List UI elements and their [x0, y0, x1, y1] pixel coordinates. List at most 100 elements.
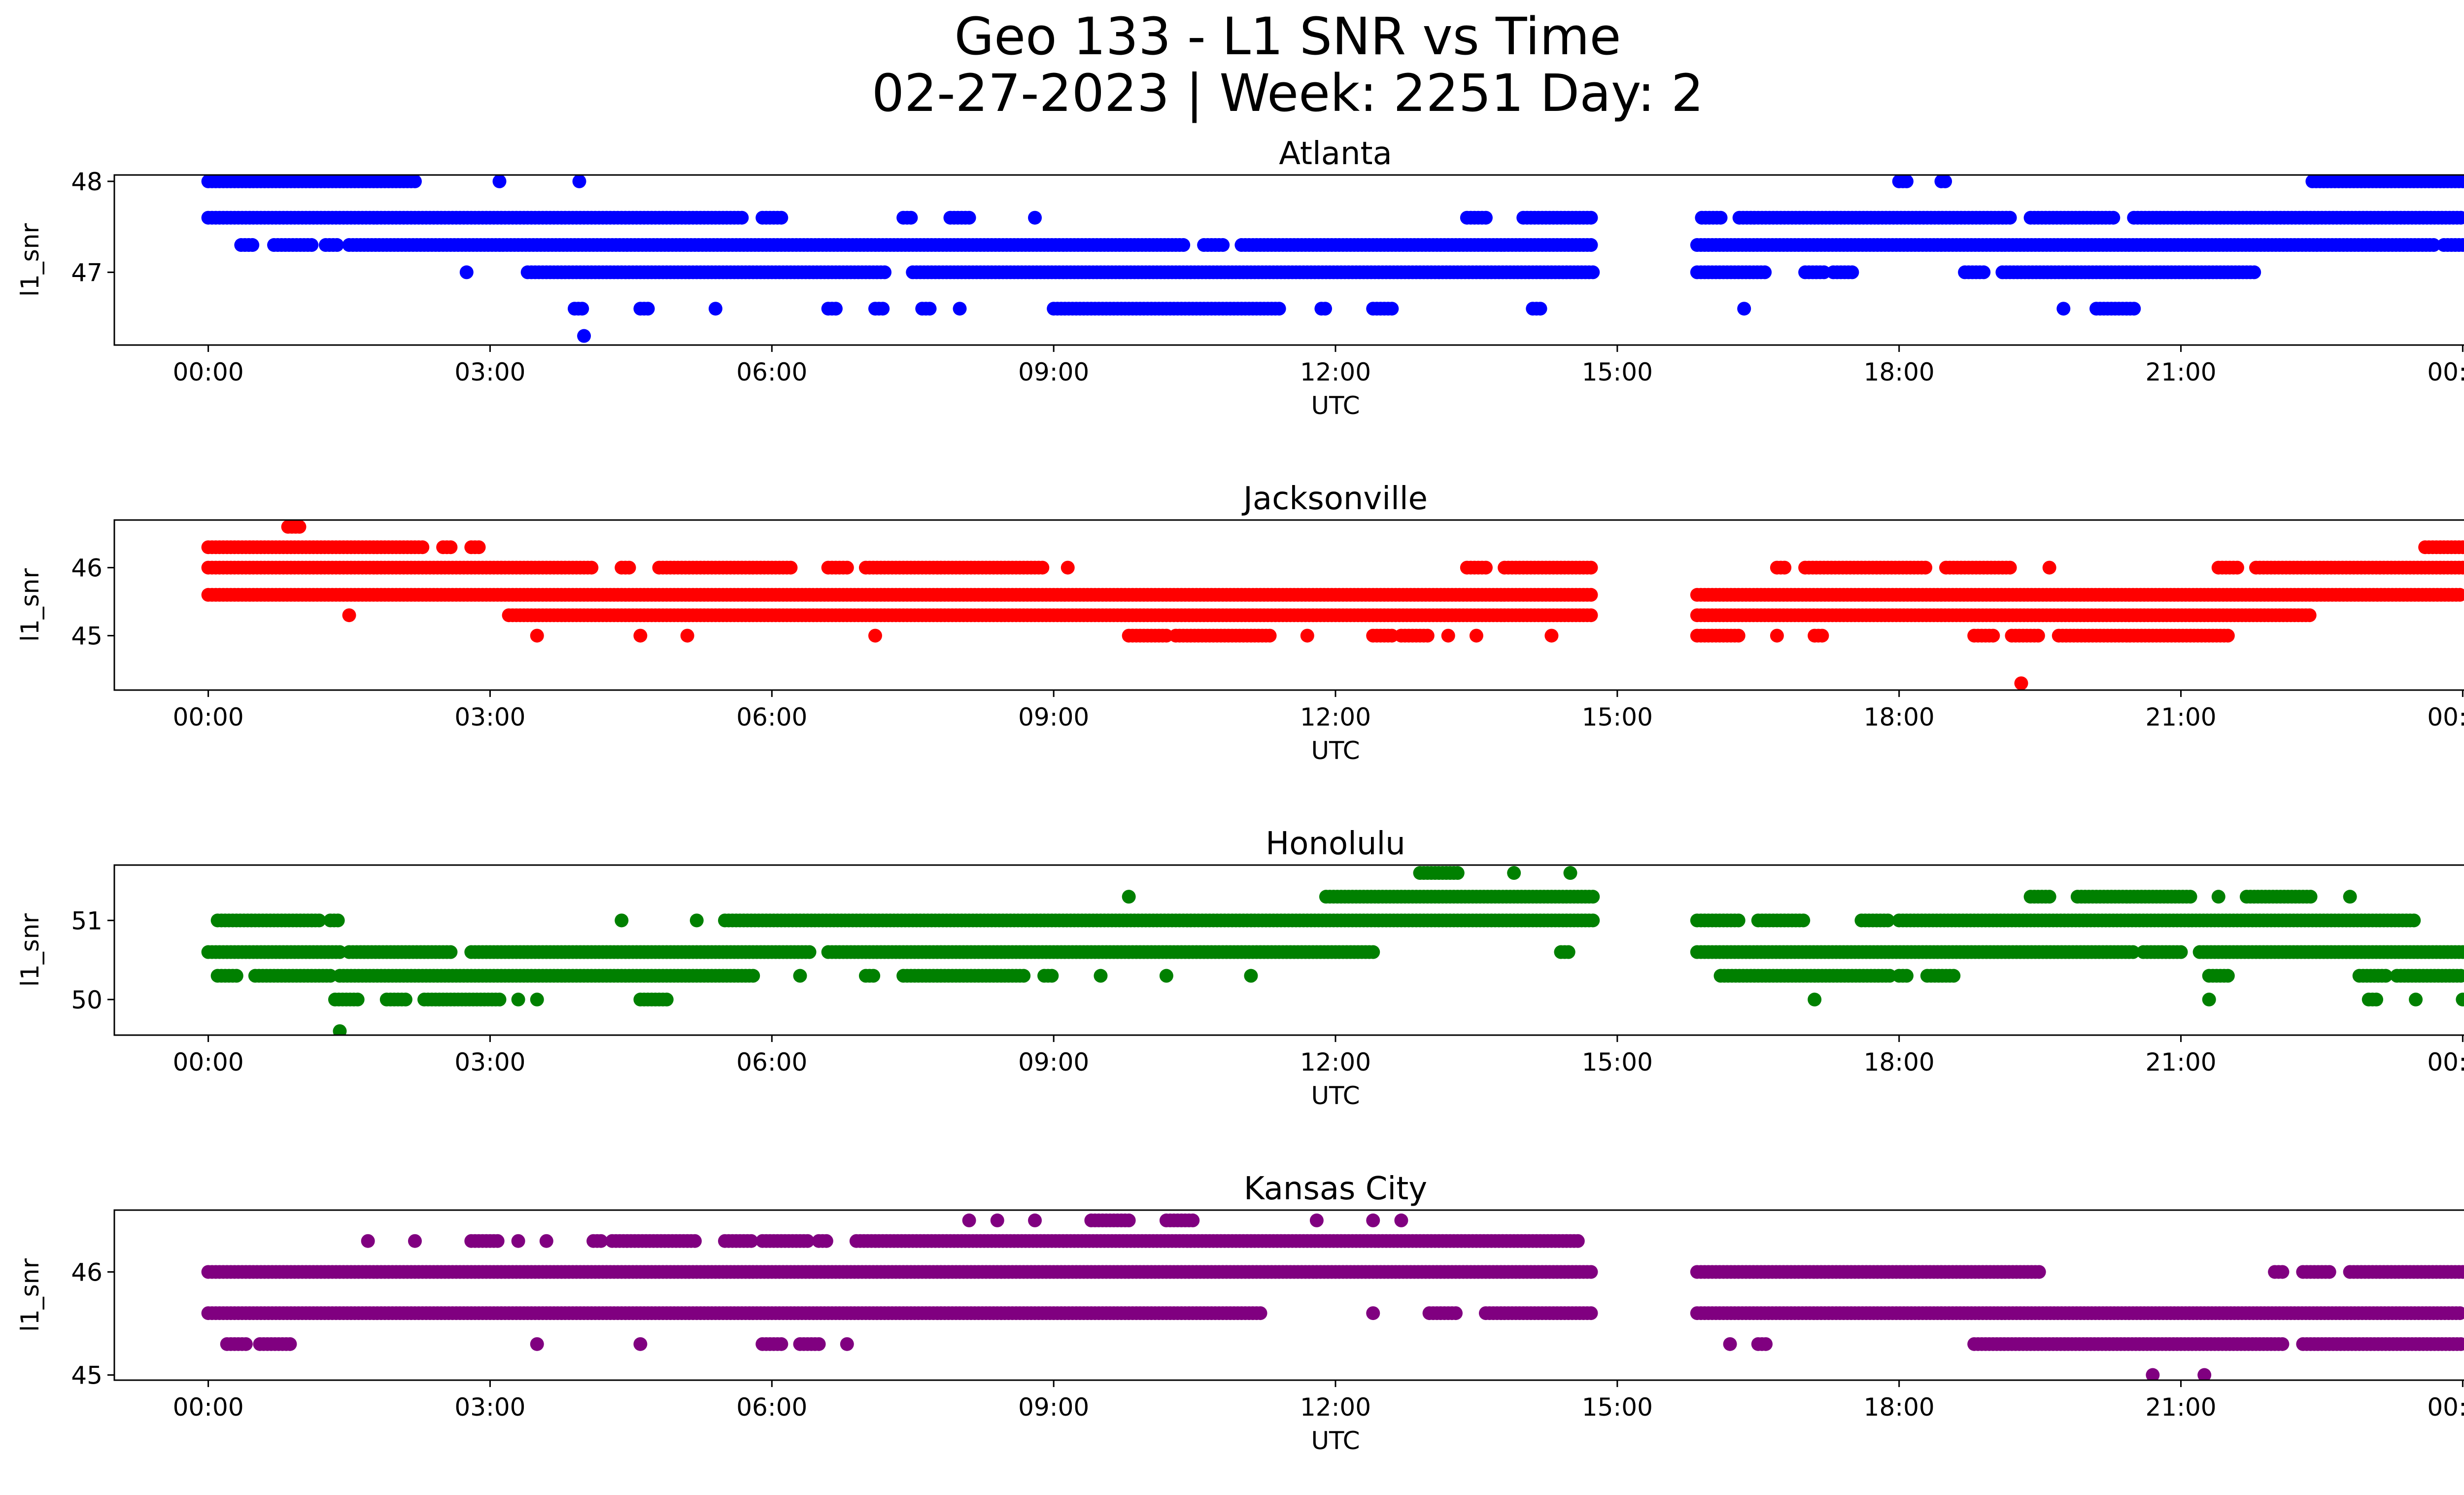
data-point: [1469, 628, 1483, 643]
data-point: [398, 992, 412, 1007]
data-point: [2174, 945, 2188, 959]
y-tick-label: 48: [71, 168, 103, 196]
data-point: [868, 628, 882, 643]
data-point: [245, 238, 260, 252]
x-tick-label: 00:00: [173, 358, 244, 386]
data-point: [793, 969, 807, 983]
data-point: [2003, 560, 2017, 575]
x-tick-label: 03:00: [454, 703, 525, 731]
data-point: [331, 913, 345, 928]
data-point: [708, 302, 722, 316]
y-tick-label: 45: [71, 622, 103, 651]
data-point: [744, 1234, 758, 1248]
data-point: [876, 302, 890, 316]
subplot-panels: Atlanta 00:00 03:00 06:00 09:00 12:00 15:00 18:…: [16, 136, 2464, 1455]
data-point: [1544, 628, 1559, 643]
x-tick-label: 00:00: [2427, 1048, 2464, 1077]
data-point: [2427, 238, 2441, 252]
x-tick-label: 00:00: [173, 703, 244, 731]
data-point: [1507, 866, 1521, 880]
x-tick-label: 18:00: [1864, 1048, 1935, 1077]
scatter-points: [201, 520, 2464, 690]
data-point: [2042, 560, 2056, 575]
data-point: [1300, 628, 1314, 643]
data-point: [1441, 628, 1455, 643]
data-point: [292, 520, 307, 534]
data-point: [594, 1234, 608, 1248]
x-tick-label: 09:00: [1018, 1048, 1089, 1077]
x-tick-label: 15:00: [1582, 1048, 1653, 1077]
data-point: [1571, 1234, 1585, 1248]
data-point: [408, 1234, 422, 1248]
data-point: [784, 560, 798, 575]
data-point: [680, 628, 694, 643]
x-tick-label: 18:00: [1864, 703, 1935, 731]
data-point: [878, 265, 892, 279]
data-point: [511, 1234, 525, 1248]
data-point: [408, 175, 422, 188]
data-point: [1584, 588, 1598, 602]
data-point: [1366, 1213, 1380, 1227]
data-point: [1713, 210, 1728, 225]
subplot-title: Kansas City: [1244, 1171, 1427, 1207]
data-point: [774, 210, 788, 225]
data-point: [1094, 969, 1108, 983]
subplot-title: Atlanta: [1279, 136, 1392, 172]
data-point: [2456, 560, 2464, 575]
data-point: [1263, 628, 1277, 643]
data-point: [2202, 992, 2216, 1007]
data-point: [2183, 890, 2197, 904]
data-point: [2343, 890, 2357, 904]
data-point: [1561, 945, 1575, 959]
data-point: [1309, 1213, 1324, 1227]
data-point: [659, 992, 674, 1007]
x-tick-label: 09:00: [1018, 358, 1089, 386]
data-point: [2230, 560, 2244, 575]
data-point: [1584, 560, 1598, 575]
data-point: [530, 992, 544, 1007]
data-point: [2127, 302, 2141, 316]
data-point: [572, 175, 586, 188]
data-point: [1899, 969, 1914, 983]
data-point: [1061, 560, 1075, 575]
data-point: [2454, 210, 2464, 225]
data-point: [2221, 628, 2235, 643]
data-point: [2221, 969, 2235, 983]
data-point: [800, 1234, 815, 1248]
data-point: [330, 238, 344, 252]
data-point: [2456, 175, 2464, 188]
y-tick-label: 50: [71, 986, 103, 1014]
x-tick-label: 21:00: [2145, 358, 2216, 386]
data-point: [1244, 969, 1258, 983]
data-point: [828, 302, 843, 316]
data-point: [866, 969, 881, 983]
data-point: [2456, 945, 2464, 959]
data-point: [1584, 210, 1598, 225]
data-point: [746, 969, 760, 983]
x-tick-label: 12:00: [1300, 703, 1371, 731]
data-point: [1586, 265, 1600, 279]
data-point: [688, 1234, 702, 1248]
x-tick-label: 18:00: [1864, 358, 1935, 386]
data-point: [1272, 302, 1286, 316]
data-point: [490, 1234, 505, 1248]
data-point: [539, 1234, 553, 1248]
data-point: [472, 540, 486, 555]
data-point: [342, 608, 356, 623]
data-point: [1045, 969, 1059, 983]
data-point: [1986, 628, 2000, 643]
data-point: [840, 560, 854, 575]
data-point: [819, 1234, 833, 1248]
data-point: [622, 560, 636, 575]
data-point: [1420, 628, 1435, 643]
data-point: [1533, 302, 1547, 316]
data-point: [1796, 913, 1811, 928]
x-tick-label: 00:00: [2427, 358, 2464, 386]
data-point: [1186, 1213, 1200, 1227]
x-tick-label: 06:00: [736, 358, 807, 386]
data-point: [923, 302, 937, 316]
data-point: [1216, 238, 1230, 252]
